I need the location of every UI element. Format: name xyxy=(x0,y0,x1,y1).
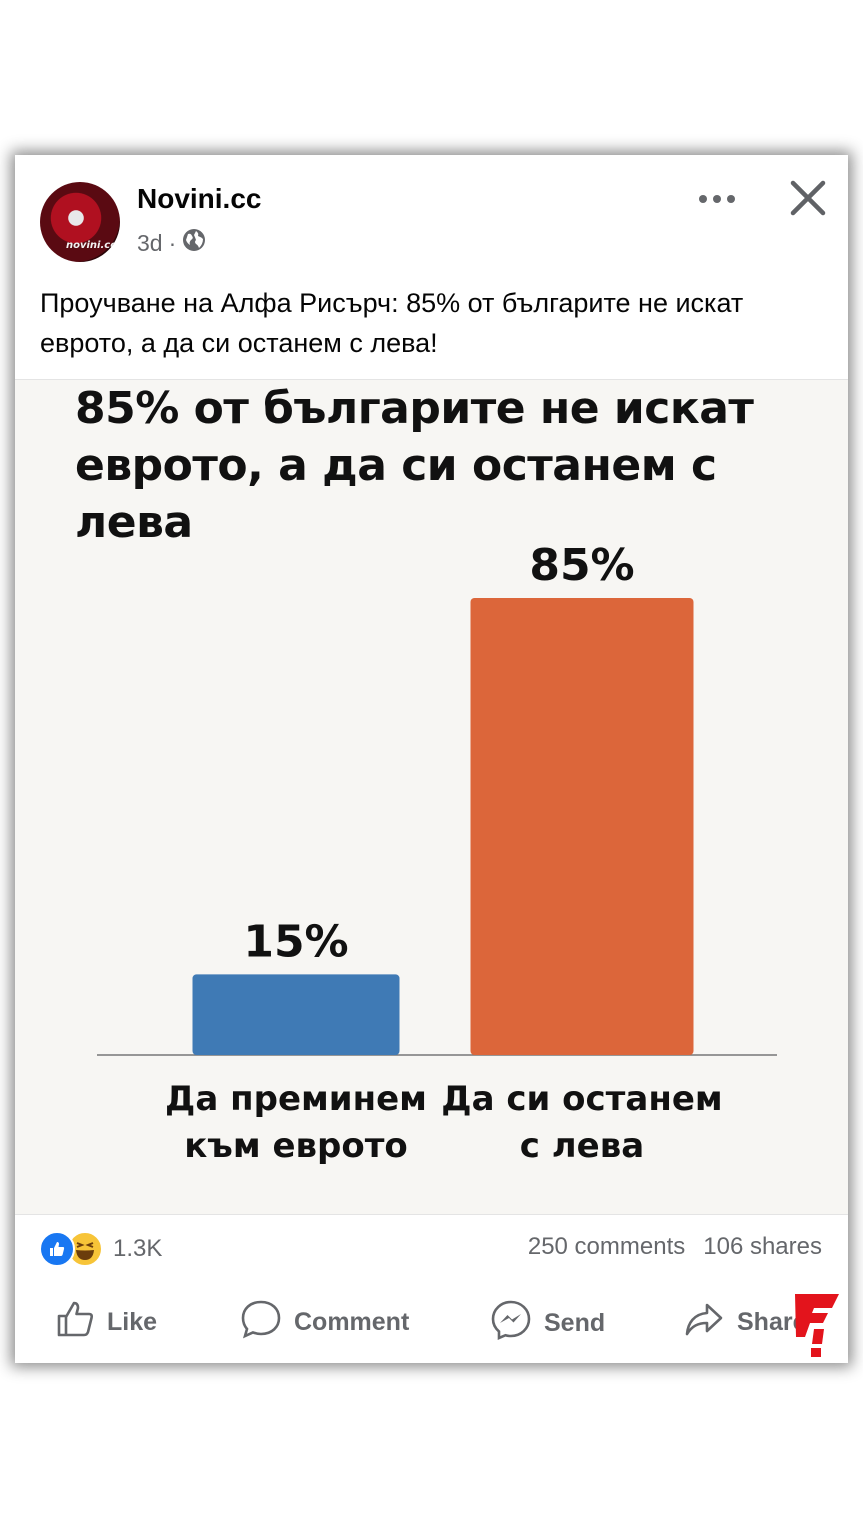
data-label-1: 15% xyxy=(243,916,348,967)
avatar[interactable]: novini.cc xyxy=(40,182,120,262)
post-image[interactable]: 85% от българите не искат еврото, а да с… xyxy=(15,379,848,1215)
category-label-1-line-2: към еврото xyxy=(184,1126,408,1166)
meta-separator: · xyxy=(168,229,177,256)
share-button[interactable]: Share xyxy=(683,1299,806,1346)
post-card: novini.cc Novini.cc 3d · xyxy=(15,155,848,1363)
comment-button[interactable]: Comment xyxy=(240,1299,409,1346)
send-button[interactable]: Send xyxy=(490,1299,605,1348)
close-icon[interactable] xyxy=(785,175,831,221)
engagement-stats: 250 comments 106 shares xyxy=(528,1233,822,1261)
comment-icon xyxy=(240,1299,282,1346)
more-icon[interactable] xyxy=(697,179,737,219)
reactions-summary[interactable]: 1.3K xyxy=(39,1231,162,1267)
send-label: Send xyxy=(544,1309,606,1337)
bar-chart: 15% Да преминем към еврото 85% Да си останем… xyxy=(97,540,777,1166)
share-icon xyxy=(683,1299,725,1346)
avatar-logo-text: novini.cc xyxy=(66,240,117,251)
comment-label: Comment xyxy=(294,1308,410,1336)
action-bar: Like Comment Send xyxy=(15,1283,848,1363)
data-label-2: 85% xyxy=(529,540,634,591)
page-name[interactable]: Novini.cc xyxy=(137,183,262,214)
shares-count[interactable]: 106 shares xyxy=(703,1233,822,1260)
comments-count[interactable]: 250 comments xyxy=(527,1233,686,1260)
watermark-logo xyxy=(792,1291,842,1361)
chart-title: 85% от българите не искат еврото, а да с… xyxy=(75,383,754,548)
like-button[interactable]: Like xyxy=(55,1299,157,1346)
category-label-1-line-1: Да преминем xyxy=(165,1079,427,1119)
like-label: Like xyxy=(107,1308,158,1336)
bar-1 xyxy=(192,974,400,1055)
post-meta: 3d · xyxy=(137,228,206,258)
post-text: Проучване на Алфа Рисърч: 85% от българи… xyxy=(40,288,744,358)
category-label-2-line-2: с лева xyxy=(520,1126,644,1166)
category-label-2-line-1: Да си останем xyxy=(441,1079,722,1119)
like-reaction-icon xyxy=(39,1231,75,1267)
post-time[interactable]: 3d xyxy=(137,229,163,256)
messenger-icon xyxy=(490,1299,532,1348)
reactions-count: 1.3K xyxy=(113,1235,163,1262)
post-header: novini.cc Novini.cc 3d · xyxy=(15,155,848,262)
post-stats: 1.3K 250 comments 106 shares xyxy=(15,1213,848,1277)
share-label: Share xyxy=(737,1308,807,1336)
bar-2 xyxy=(470,598,694,1055)
globe-icon xyxy=(182,228,206,258)
like-icon xyxy=(55,1299,95,1346)
